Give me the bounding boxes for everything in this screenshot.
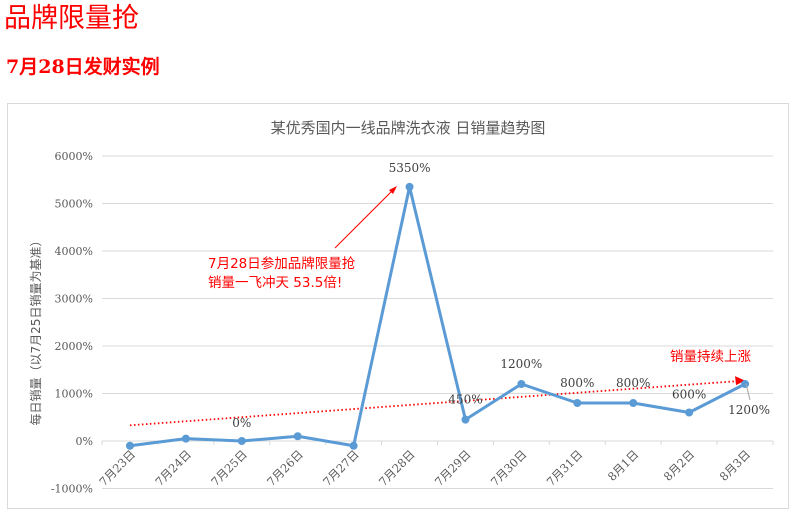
annotation-trend: 销量持续上涨 (670, 349, 751, 365)
x-tick-label: 8月2日 (661, 447, 698, 484)
label-leader-line (745, 383, 751, 401)
data-label: 450% (448, 393, 482, 407)
series-line (129, 185, 746, 448)
chart-title: 某优秀国内一线品牌洗衣液 日销量趋势图 (271, 119, 546, 137)
y-tick-label: 2000% (55, 340, 93, 353)
y-tick-label: 6000% (55, 150, 93, 163)
x-tick-label: 8月1日 (605, 447, 642, 484)
data-point (293, 432, 302, 441)
x-tick-label: 7月25日 (208, 447, 250, 489)
x-tick-label: 8月3日 (717, 447, 754, 484)
page-headline: 品牌限量抢 (4, 3, 139, 34)
data-label: 5350% (389, 161, 431, 175)
page-subheadline: 7月28日发财实例 (6, 56, 160, 78)
data-label: 0% (232, 416, 251, 430)
data-point (741, 380, 750, 388)
data-point (349, 441, 358, 450)
x-tick-label: 7月28日 (376, 447, 418, 489)
y-tick-label: 3000% (55, 293, 93, 306)
data-point (517, 380, 526, 388)
x-tick-label: 7月24日 (152, 447, 194, 489)
x-tick-label: 7月27日 (320, 447, 362, 489)
annotation-peak-line2: 销量一飞冲天 53.5倍! (208, 275, 342, 291)
y-axis-ticks: -1000% 0% 1000% 2000% 3000% 4000% 5000% 6000% (51, 150, 93, 496)
annotation-arrow (334, 188, 395, 249)
data-point (461, 415, 470, 424)
data-label: 800% (616, 376, 650, 390)
y-tick-label: 5000% (55, 198, 93, 211)
trend-arrow-head-icon (735, 376, 746, 386)
data-point (125, 441, 134, 450)
annotation-arrow-head-icon (389, 186, 397, 194)
data-point (181, 434, 190, 443)
x-tick-label: 7月29日 (432, 447, 474, 489)
annotation-peak-line1: 7月28日参加品牌限量抢 (208, 255, 356, 272)
x-tick-label: 7月23日 (96, 447, 138, 489)
data-labels: 0% 5350% 450% 1200% 800% 800% 600% 1200% (232, 161, 770, 430)
y-axis-label: 每日销量（以7月25日销量为基准） (28, 235, 43, 426)
data-label: 1200% (728, 403, 770, 417)
y-tick-label: 1000% (55, 388, 93, 401)
data-points (125, 182, 750, 450)
data-label: 600% (672, 388, 706, 402)
data-point (405, 182, 414, 191)
y-tick-label: -1000% (51, 483, 93, 496)
x-tick-label: 7月31日 (544, 447, 586, 489)
data-label: 1200% (500, 357, 542, 371)
data-point (573, 399, 582, 407)
x-axis-ticks: 7月23日 7月24日 7月25日 7月26日 7月27日 7月28日 7月29日 7月30日… (96, 447, 753, 489)
data-label: 800% (560, 376, 594, 390)
y-tick-label: 0% (76, 435, 93, 448)
y-tick-label: 4000% (55, 245, 93, 258)
x-tick-label: 7月26日 (264, 447, 306, 489)
data-point (237, 437, 246, 445)
data-point (685, 408, 694, 417)
trend-line (129, 380, 738, 427)
data-point (629, 399, 638, 407)
x-tick-label: 7月30日 (488, 447, 530, 489)
